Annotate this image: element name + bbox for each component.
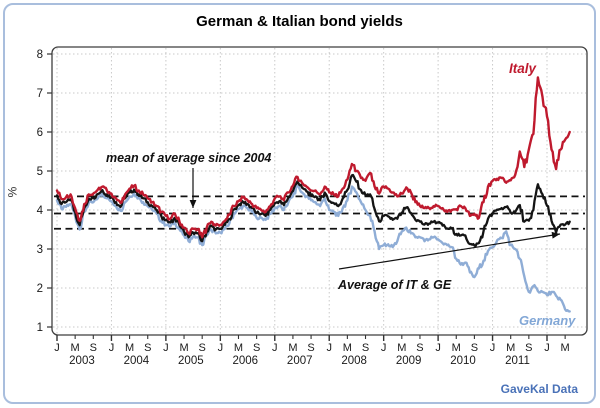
svg-text:M: M xyxy=(506,342,515,354)
svg-text:2008: 2008 xyxy=(341,355,367,367)
germany-series-label: Germany xyxy=(519,313,576,328)
svg-text:8: 8 xyxy=(37,49,43,61)
svg-text:S: S xyxy=(525,342,532,354)
svg-text:J: J xyxy=(272,342,278,354)
svg-text:M: M xyxy=(397,342,406,354)
y-axis-label: % xyxy=(5,186,20,198)
svg-text:2007: 2007 xyxy=(287,355,313,367)
svg-text:2009: 2009 xyxy=(396,355,422,367)
svg-text:S: S xyxy=(144,342,151,354)
svg-text:M: M xyxy=(125,342,134,354)
svg-text:S: S xyxy=(253,342,260,354)
svg-text:S: S xyxy=(199,342,206,354)
svg-text:2010: 2010 xyxy=(450,355,476,367)
svg-text:4: 4 xyxy=(37,205,44,217)
svg-text:M: M xyxy=(179,342,188,354)
svg-text:5: 5 xyxy=(37,166,43,178)
svg-text:M: M xyxy=(343,342,352,354)
svg-text:M: M xyxy=(452,342,461,354)
svg-text:J: J xyxy=(326,342,332,354)
svg-text:J: J xyxy=(109,342,115,354)
svg-text:M: M xyxy=(288,342,297,354)
svg-text:J: J xyxy=(490,342,496,354)
svg-text:1: 1 xyxy=(37,322,43,334)
svg-text:2003: 2003 xyxy=(69,355,95,367)
svg-text:M: M xyxy=(71,342,80,354)
svg-text:J: J xyxy=(544,342,550,354)
svg-text:7: 7 xyxy=(37,88,43,100)
svg-text:2005: 2005 xyxy=(178,355,204,367)
watermark: GaveKal Data xyxy=(500,382,578,396)
italy-series-label: Italy xyxy=(509,61,537,76)
svg-text:S: S xyxy=(307,342,314,354)
svg-text:2011: 2011 xyxy=(505,355,530,367)
svg-text:S: S xyxy=(362,342,369,354)
svg-text:J: J xyxy=(381,342,387,354)
chart-title: German & Italian bond yields xyxy=(196,13,403,30)
svg-text:J: J xyxy=(163,342,169,354)
svg-text:J: J xyxy=(218,342,224,354)
average-annotation: Average of IT & GE xyxy=(338,278,452,292)
svg-text:M: M xyxy=(561,342,570,354)
svg-text:2006: 2006 xyxy=(232,355,258,367)
mean-annotation: mean of average since 2004 xyxy=(106,151,272,165)
svg-text:J: J xyxy=(435,342,441,354)
svg-text:S: S xyxy=(471,342,478,354)
svg-text:S: S xyxy=(90,342,97,354)
svg-text:J: J xyxy=(54,342,60,354)
svg-text:2004: 2004 xyxy=(124,355,150,367)
svg-text:6: 6 xyxy=(37,127,43,139)
svg-text:2: 2 xyxy=(37,283,43,295)
svg-text:3: 3 xyxy=(37,244,43,256)
svg-text:M: M xyxy=(234,342,243,354)
svg-text:S: S xyxy=(416,342,423,354)
